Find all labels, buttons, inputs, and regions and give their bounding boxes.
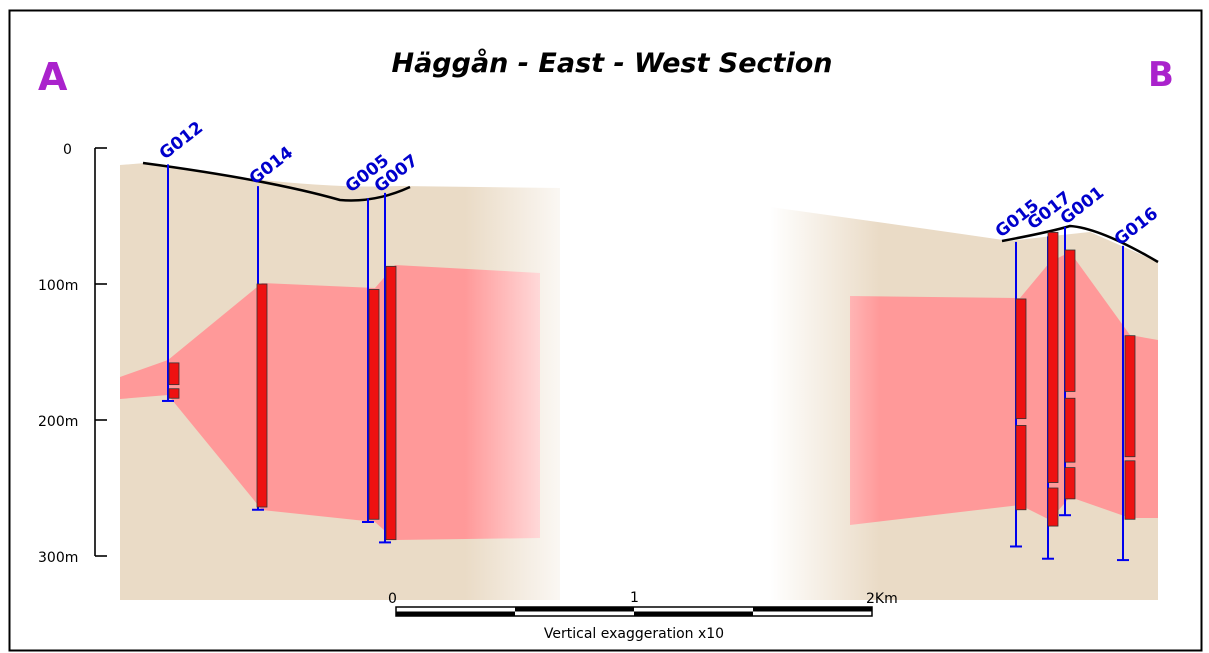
drill-hole-label: G016: [1111, 204, 1162, 250]
section-end-label: B: [1148, 55, 1174, 95]
scale-segment-4: [753, 607, 872, 612]
mineralized-intercept: [368, 289, 380, 520]
mineralized-intercept: [1064, 249, 1076, 392]
fade-band-east: [770, 150, 880, 610]
mineralized-intercept: [1124, 335, 1136, 458]
mineralized-intercept: [1064, 467, 1076, 500]
mineralized-intercept: [168, 388, 180, 399]
mineralized-intercept: [1124, 460, 1136, 520]
mineralized-intercept: [168, 362, 180, 386]
scale-bar: 0 1 2Km Vertical exaggeration x10: [388, 590, 898, 642]
mineralized-intercept: [385, 265, 397, 541]
depth-tick-300m: 300m: [38, 550, 78, 566]
scale-label-0: 0: [388, 591, 397, 607]
scale-caption: Vertical exaggeration x10: [544, 626, 724, 642]
section-gap: [585, 150, 770, 610]
scale-segment-3: [634, 611, 753, 616]
depth-axis: 0 100m 200m 300m: [38, 142, 107, 566]
depth-tick-100m: 100m: [38, 278, 78, 294]
fade-band-west: [465, 150, 585, 610]
figure-frame: [8, 9, 1203, 652]
scale-label-2km: 2Km: [866, 591, 898, 607]
mineralized-intercept: [256, 283, 268, 508]
mineralized-zone-west: [120, 265, 540, 540]
mineralized-intercept: [1015, 425, 1027, 511]
mineralized-zone-east: [850, 252, 1158, 525]
mineralized-intercept: [1064, 397, 1076, 463]
mineralized-intercept: [1015, 298, 1027, 420]
scale-segment-1: [396, 611, 515, 616]
topography-line-east: [1001, 224, 1159, 264]
figure-title: Häggån - East - West Section: [391, 48, 832, 79]
scale-label-1: 1: [630, 590, 639, 606]
mineralized-intercept: [1047, 487, 1059, 527]
depth-tick-200m: 200m: [38, 414, 78, 430]
drill-hole-label: G012: [156, 118, 207, 164]
topography-line-west: [142, 161, 411, 202]
scale-segment-2: [515, 607, 634, 612]
section-start-label: A: [38, 55, 68, 99]
mineralized-intercept: [1047, 231, 1059, 483]
depth-tick-0: 0: [63, 142, 72, 158]
